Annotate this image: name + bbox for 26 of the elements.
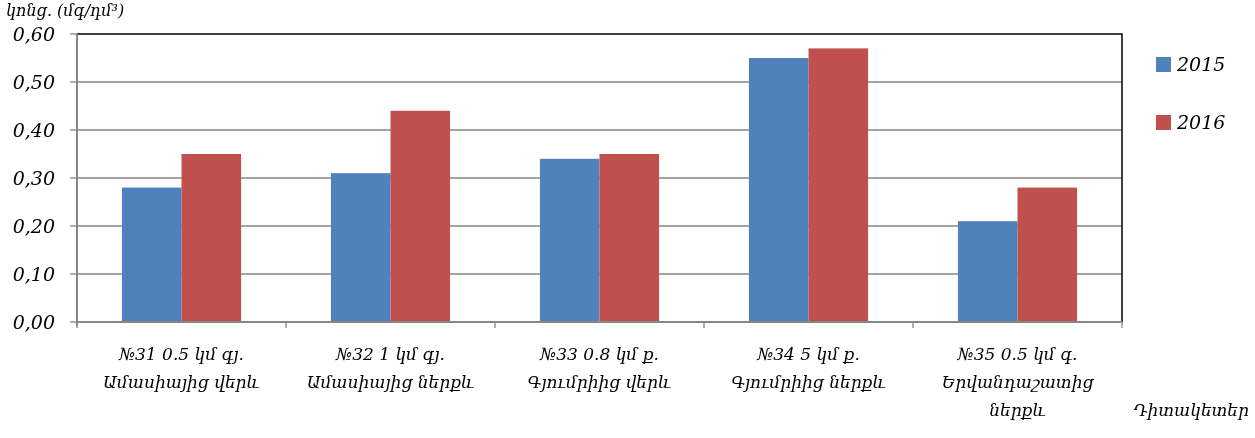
y-tick-label: 0,50 xyxy=(12,70,55,93)
x-axis-title: Դիտակետեր xyxy=(1133,400,1250,420)
bar xyxy=(957,221,1018,322)
bar xyxy=(599,154,660,322)
legend-label: 2015 xyxy=(1176,52,1226,75)
bar xyxy=(390,110,451,322)
x-tick-label: №31 0.5 կմ գյ. Ամասիայից վերև xyxy=(103,344,260,392)
x-tick-label: №32 1 կմ գյ. Ամասիայից ներքև xyxy=(306,344,475,392)
y-tick-label: 0,10 xyxy=(12,262,55,285)
y-tick-label: 0,60 xyxy=(12,22,55,45)
x-tick-label: №33 0.8 կմ ք. Գյումրիից վերև xyxy=(527,344,672,392)
bar xyxy=(330,173,391,322)
y-tick-label: 0,20 xyxy=(12,214,55,237)
y-axis-title: կոնց. (մգ/դմ³) xyxy=(6,1,125,20)
y-tick-label: 0,30 xyxy=(12,166,55,189)
legend-label: 2016 xyxy=(1176,110,1226,133)
bar xyxy=(808,48,869,322)
x-tick-label: №35 0.5 կմ գ. Երվանդաշատից ներքև xyxy=(941,344,1095,420)
bar xyxy=(539,158,600,322)
x-tick-label: №34 5 կմ ք. Գյումրիից ներքև xyxy=(731,344,886,392)
y-tick-label: 0,00 xyxy=(12,310,55,333)
bar xyxy=(1017,187,1078,322)
bar xyxy=(121,187,182,322)
bar xyxy=(748,58,809,322)
y-tick-label: 0,40 xyxy=(12,118,55,141)
bar xyxy=(181,154,242,322)
